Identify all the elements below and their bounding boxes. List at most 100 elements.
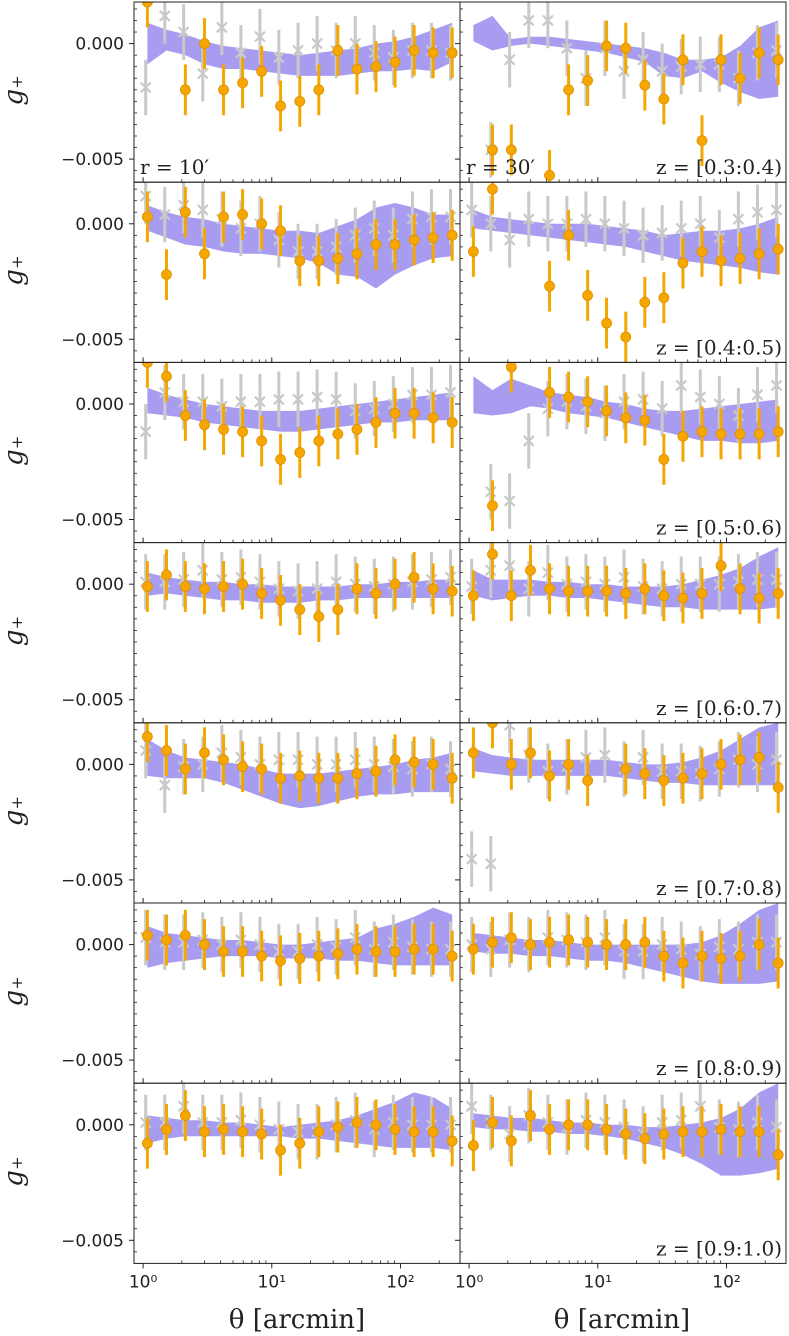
cross-marker <box>387 229 400 242</box>
data-point <box>525 747 536 759</box>
cross-marker <box>694 58 707 71</box>
cross-marker <box>542 14 554 27</box>
cross-marker <box>235 47 247 59</box>
cross-marker <box>503 559 516 572</box>
data-point <box>582 75 594 86</box>
data-point <box>237 946 248 957</box>
cross-marker <box>406 213 419 225</box>
y-tick-label: −0.005 <box>61 510 124 530</box>
data-point <box>389 754 401 766</box>
cross-marker <box>197 67 209 80</box>
cross-marker <box>523 435 535 447</box>
cross-marker <box>618 222 630 235</box>
data-point <box>544 583 555 595</box>
data-point <box>446 585 458 597</box>
data-point <box>370 61 382 73</box>
data-point <box>505 1135 517 1147</box>
data-point <box>505 590 517 602</box>
data-point <box>179 763 191 775</box>
data-point <box>753 1126 765 1138</box>
data-point <box>715 428 727 440</box>
data-point <box>161 269 172 281</box>
cross-marker <box>254 938 266 951</box>
data-point <box>620 763 632 775</box>
data-point <box>161 1124 172 1135</box>
data-point <box>161 745 172 756</box>
data-point <box>218 1124 229 1135</box>
cross-marker <box>599 749 611 761</box>
data-point <box>734 754 746 766</box>
data-point <box>141 362 153 368</box>
cross-marker <box>197 204 209 216</box>
data-point <box>408 234 420 246</box>
cross-marker <box>713 941 726 953</box>
cross-marker <box>751 573 764 586</box>
y-tick-label: 0.000 <box>75 755 124 775</box>
cross-marker <box>523 583 535 595</box>
data-point <box>427 47 439 59</box>
data-point <box>275 955 286 967</box>
data-point <box>487 500 498 512</box>
data-point <box>389 239 401 250</box>
data-point <box>487 722 498 729</box>
y-axis-label: g₊ <box>0 616 29 646</box>
data-point <box>313 255 325 267</box>
data-point <box>332 253 344 264</box>
cross-marker <box>485 857 497 870</box>
data-point <box>658 775 670 786</box>
cross-marker <box>197 1116 209 1129</box>
cross-marker <box>580 576 592 588</box>
data-point <box>544 280 555 292</box>
data-point <box>256 1128 268 1140</box>
cross-marker <box>349 37 362 50</box>
data-point <box>370 417 382 428</box>
data-point <box>332 948 344 960</box>
cross-marker <box>713 578 726 590</box>
data-point <box>370 946 382 957</box>
cross-marker <box>713 398 726 410</box>
cross-marker <box>503 495 516 507</box>
x-tick-label: 10² <box>712 1272 740 1292</box>
data-point <box>446 417 458 428</box>
cross-marker <box>751 1116 764 1129</box>
cross-marker <box>485 564 497 577</box>
data-point <box>294 770 306 782</box>
cross-marker <box>349 405 362 417</box>
cross-marker <box>675 578 688 590</box>
data-point <box>582 775 594 786</box>
data-point <box>179 206 191 218</box>
panel-frame <box>459 1082 787 1264</box>
data-point <box>734 428 746 440</box>
data-point <box>446 47 458 59</box>
data-point <box>677 1126 689 1138</box>
y-axis-label: g₊ <box>0 75 29 105</box>
x-tick-label: 10² <box>386 1272 414 1292</box>
cross-marker <box>637 229 649 242</box>
data-point <box>563 1119 574 1131</box>
data-point <box>408 943 420 955</box>
data-point <box>275 454 286 465</box>
data-point <box>313 84 325 96</box>
cross-marker <box>139 744 152 757</box>
data-point <box>256 950 268 962</box>
data-point <box>218 84 229 96</box>
cross-marker <box>503 234 516 246</box>
data-point <box>639 79 651 91</box>
cross-marker <box>349 229 362 242</box>
data-point <box>275 100 286 112</box>
data-point <box>161 370 172 382</box>
data-point <box>141 2 153 8</box>
data-point <box>620 1128 632 1140</box>
data-point <box>563 585 574 597</box>
cross-marker <box>485 485 497 498</box>
data-point <box>734 583 746 595</box>
data-point <box>772 426 784 438</box>
cross-marker <box>444 571 457 584</box>
data-point <box>370 239 382 250</box>
data-point <box>563 84 574 96</box>
y-tick-label: 0.000 <box>75 395 124 415</box>
cross-marker <box>197 395 209 408</box>
cross-marker <box>254 395 266 408</box>
data-point <box>141 929 153 941</box>
